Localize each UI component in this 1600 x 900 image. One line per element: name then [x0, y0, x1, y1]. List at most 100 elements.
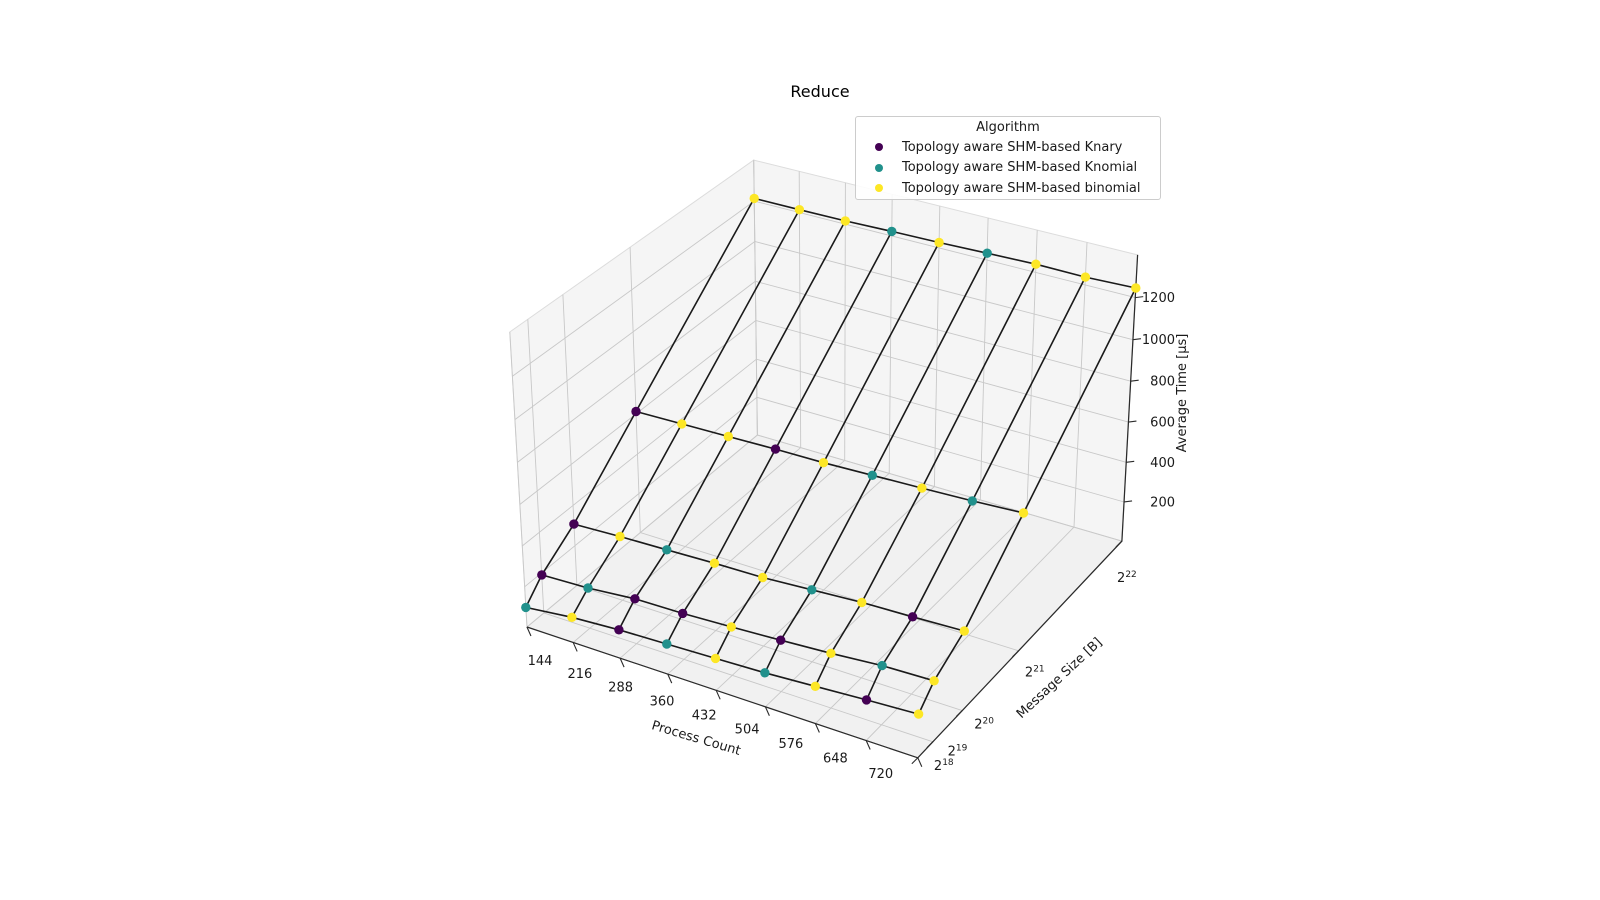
data-point: [959, 626, 969, 636]
z-tick: [1130, 379, 1139, 382]
legend-item-label: Topology aware SHM-based Knary: [902, 139, 1123, 155]
data-point: [929, 676, 939, 686]
data-point: [569, 519, 579, 529]
data-point: [583, 583, 593, 593]
data-point: [807, 585, 817, 595]
data-point: [1080, 272, 1091, 282]
x-tick: [667, 673, 673, 684]
y-tick: [926, 741, 934, 749]
data-point: [726, 622, 736, 632]
data-point: [887, 226, 897, 237]
data-point: [567, 612, 577, 622]
data-point: [1018, 508, 1029, 518]
axis-spines: [526, 254, 1139, 759]
x-tick: [572, 642, 578, 652]
data-points: [521, 193, 1141, 719]
legend-item: Topology aware SHM-based binomial: [864, 178, 1152, 199]
z-gridline: [524, 396, 1125, 588]
z-tick: [1126, 460, 1135, 463]
x-tick: [619, 657, 625, 668]
data-point: [749, 193, 759, 204]
data-point: [615, 531, 625, 542]
data-point: [631, 406, 641, 417]
y-tick-label: 221: [1025, 664, 1045, 680]
data-point: [867, 470, 877, 480]
legend-marker-icon: [875, 163, 883, 172]
data-point: [840, 216, 850, 226]
y-gridline: [753, 160, 1123, 542]
x-tick: [764, 706, 770, 716]
data-point: [907, 612, 918, 622]
z-tick: [1132, 338, 1142, 341]
x-tick-label: 720: [868, 767, 893, 782]
legend-item-label: Topology aware SHM-based Knomial: [902, 160, 1138, 176]
x-tick: [865, 740, 871, 750]
x-tick-label: 360: [650, 694, 675, 709]
z-tick: [1123, 500, 1133, 503]
data-point: [677, 419, 687, 429]
x-tick-label: 216: [567, 667, 592, 682]
x-tick: [526, 626, 532, 637]
z-gridline: [519, 320, 1129, 505]
legend-marker-icon: [875, 184, 883, 193]
z-axis-label: Average Time [µs]: [1175, 334, 1190, 453]
z-tick: [1128, 420, 1137, 423]
x-tick: [814, 723, 820, 733]
y-tick: [911, 757, 919, 765]
data-point: [662, 545, 672, 555]
data-point: [794, 205, 805, 215]
y-tick-label: 222: [1117, 570, 1137, 586]
data-point: [614, 625, 624, 635]
data-point: [1131, 283, 1141, 293]
data-point: [934, 237, 944, 248]
legend-item: Topology aware SHM-based Knomial: [864, 158, 1152, 179]
x-tick-label: 576: [778, 737, 803, 752]
y-tick: [1115, 540, 1123, 548]
y-tick: [1012, 650, 1019, 658]
data-point: [521, 602, 531, 613]
z-tick-label: 1000: [1142, 333, 1175, 348]
data-point: [818, 458, 829, 468]
legend: Algorithm Topology aware SHM-based Knary…: [855, 116, 1161, 200]
legend-items: Topology aware SHM-based Knary Topology a…: [864, 137, 1152, 199]
y-tick-label: 220: [974, 716, 994, 732]
z-tick-label: 200: [1150, 496, 1175, 511]
plot-title: Reduce: [790, 82, 849, 101]
data-point: [857, 597, 867, 608]
tick-marks: [526, 296, 1144, 767]
data-point: [678, 608, 688, 619]
x-tick-label: 504: [735, 723, 760, 738]
data-point: [810, 681, 820, 691]
y-tick: [955, 710, 963, 717]
data-point: [1031, 259, 1041, 269]
x-tick-label: 432: [692, 708, 717, 723]
data-point: [770, 444, 781, 454]
data-point: [917, 483, 927, 493]
z-tick: [1135, 296, 1144, 299]
x-tick: [715, 690, 721, 700]
legend-title: Algorithm: [976, 120, 1040, 135]
x-axis-label: Process Count: [650, 718, 743, 759]
data-point: [537, 570, 547, 580]
data-point: [982, 248, 992, 258]
data-point: [662, 639, 672, 649]
z-tick-label: 600: [1150, 416, 1175, 431]
x-tick-label: 288: [608, 681, 633, 696]
data-point: [776, 635, 786, 645]
x-tick-label: 648: [823, 752, 848, 767]
data-point: [861, 695, 872, 705]
data-point: [709, 558, 720, 568]
data-point: [723, 431, 733, 442]
z-tick-label: 800: [1150, 375, 1175, 390]
data-point: [877, 660, 887, 671]
legend-marker-icon: [875, 143, 883, 152]
legend-item-label: Topology aware SHM-based binomial: [902, 180, 1141, 196]
data-point: [758, 572, 768, 583]
legend-item: Topology aware SHM-based Knary: [864, 137, 1152, 158]
z-gridline: [517, 280, 1131, 463]
y-tick-label: 218: [934, 758, 954, 774]
x-tick-label: 144: [528, 654, 553, 669]
data-point: [630, 594, 640, 604]
